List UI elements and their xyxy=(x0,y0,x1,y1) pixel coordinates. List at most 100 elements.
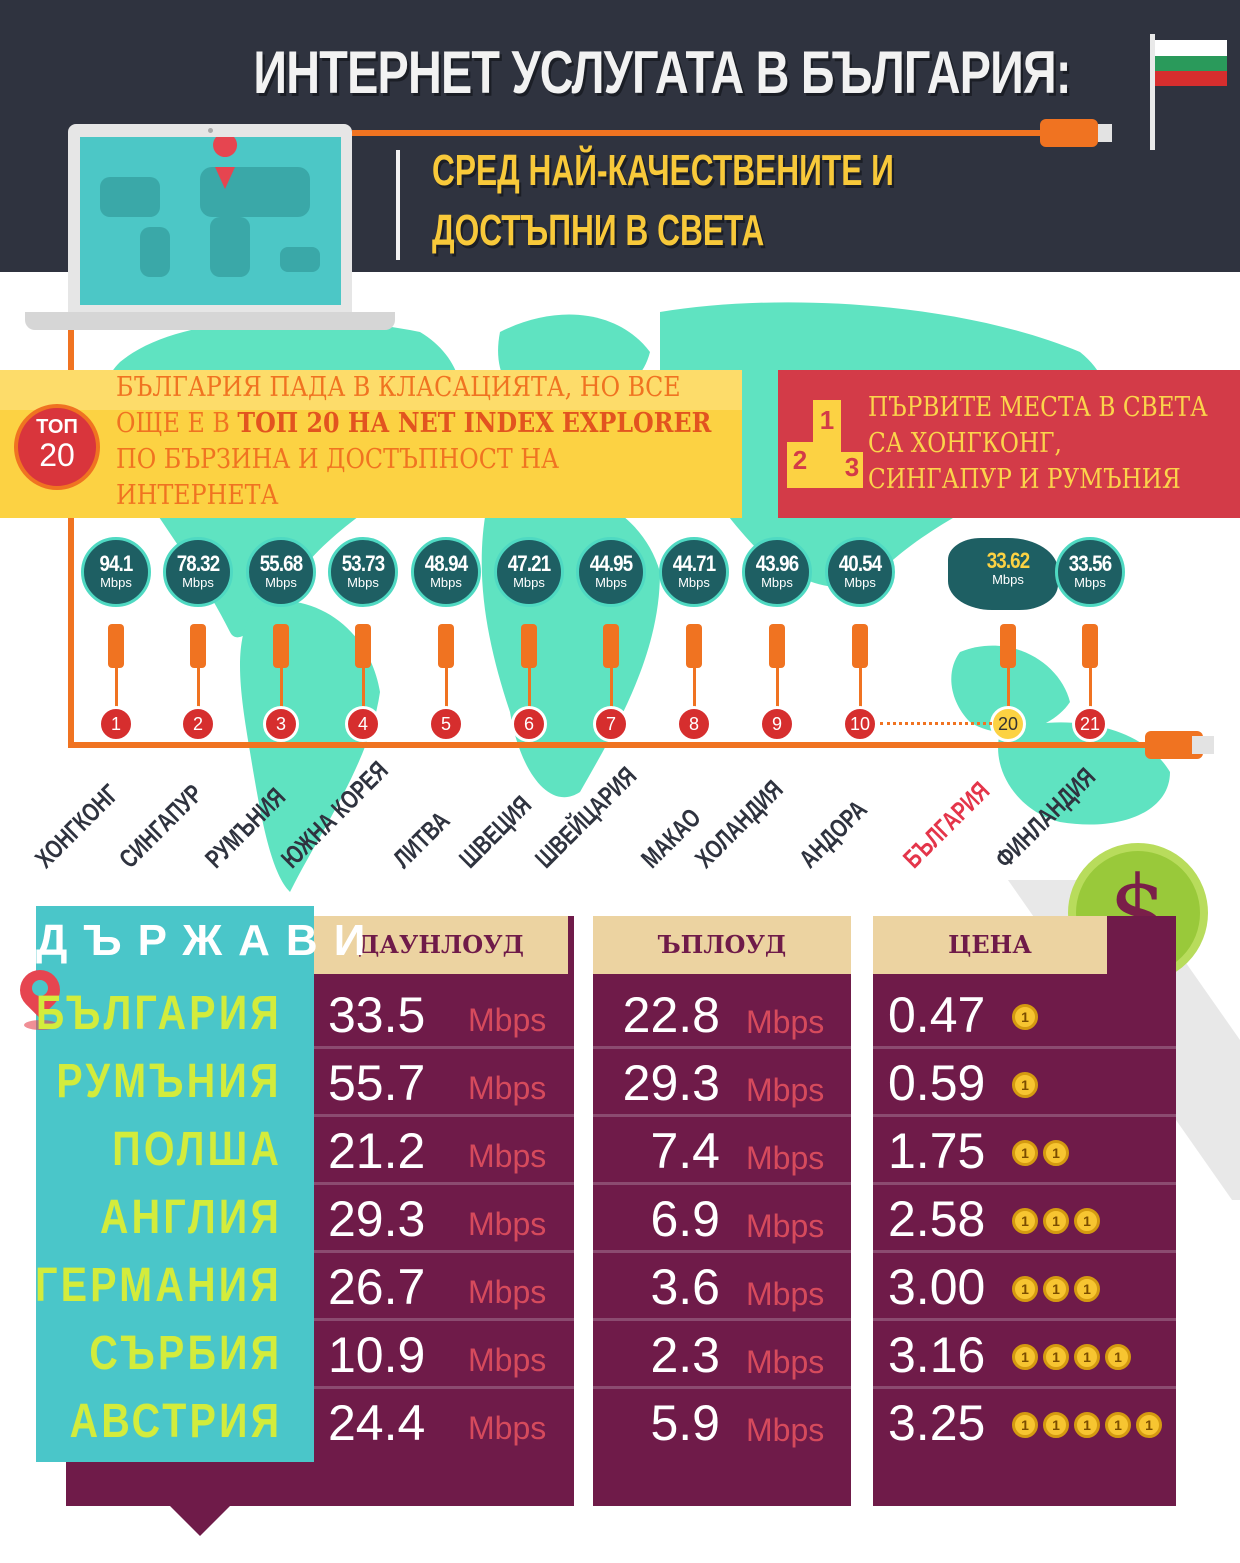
speed-value: 48.94 xyxy=(424,551,468,576)
top3-text-line-1: ПЪРВИТЕ МЕСТА В СВЕТА xyxy=(868,392,1208,423)
location-pin-hole xyxy=(32,980,48,996)
cable-connector-icon xyxy=(603,624,619,668)
bulgaria-map-icon xyxy=(948,538,1058,610)
speed-value: 40.54 xyxy=(838,551,882,576)
top20-text-line-3: ПО БЪРЗИНА И ДОСТЪПНОСТ НА xyxy=(116,444,560,475)
upload-unit: Mbps xyxy=(746,1004,825,1040)
rank-number: 20 xyxy=(990,706,1026,742)
cable-wire xyxy=(693,668,696,708)
countries-header: ДЪРЖАВИ xyxy=(36,916,382,965)
ranking-gap-dots xyxy=(880,722,992,725)
subtitle-divider xyxy=(396,150,400,260)
speed-value: 47.21 xyxy=(507,551,551,576)
table-row-divider xyxy=(873,1318,1176,1321)
table-row-divider xyxy=(593,1318,851,1321)
table-country-name: ПОЛША xyxy=(112,1123,282,1176)
cable-connector-icon xyxy=(355,624,371,668)
subtitle-line-1: СРЕД НАЙ-КАЧЕСТВЕНИТЕ И xyxy=(432,146,894,195)
cable-connector-icon xyxy=(521,624,537,668)
speed-value: 78.32 xyxy=(176,551,220,576)
table-row-divider xyxy=(314,1182,574,1185)
coin-icon: 1 xyxy=(1105,1412,1131,1438)
speed-bubble: 53.73 Mbps xyxy=(328,537,398,607)
map-pin-icon xyxy=(100,133,320,277)
table-row-divider xyxy=(593,1250,851,1253)
table-country-name: ГЕРМАНИЯ xyxy=(35,1259,282,1312)
rank-number: 10 xyxy=(842,706,878,742)
cable-connector-icon xyxy=(190,624,206,668)
podium-second: 2 xyxy=(787,442,813,488)
upload-unit: Mbps xyxy=(746,1412,825,1448)
rank-number: 1 xyxy=(98,706,134,742)
download-value: 55.7 xyxy=(328,1055,426,1111)
download-value: 26.7 xyxy=(328,1259,426,1315)
cable-wire xyxy=(362,668,365,708)
cable-wire xyxy=(280,668,283,708)
upload-value: 29.3 xyxy=(622,1055,720,1111)
download-value: 29.3 xyxy=(328,1191,426,1247)
speed-bubble: 33.62 Mbps xyxy=(973,537,1043,607)
speed-bubble: 43.96 Mbps xyxy=(742,537,812,607)
upload-value: 2.3 xyxy=(650,1327,720,1383)
table-row-divider xyxy=(873,1046,1176,1049)
speed-value: 94.1 xyxy=(99,551,133,576)
cable-connector-icon xyxy=(686,624,702,668)
download-unit: Mbps xyxy=(468,1342,547,1378)
coin-icon: 1 xyxy=(1043,1276,1069,1302)
upload-value: 7.4 xyxy=(650,1123,720,1179)
speed-value: 44.71 xyxy=(672,551,716,576)
speed-bubble: 78.32 Mbps xyxy=(163,537,233,607)
table-row-divider xyxy=(314,1318,574,1321)
top20-text-line-2: ОЩЕ Е В ТОП 20 НА NET INDEX EXPLORER xyxy=(116,406,711,442)
coin-icon: 1 xyxy=(1012,1344,1038,1370)
cable-connector-icon xyxy=(852,624,868,668)
cable-wire xyxy=(115,668,118,708)
speed-value: 55.68 xyxy=(259,551,303,576)
top20-badge-number: 20 xyxy=(39,437,75,473)
speed-unit: Mbps xyxy=(678,575,710,590)
cable-wire xyxy=(776,668,779,708)
cable-plug-tip xyxy=(1098,124,1112,142)
download-value: 10.9 xyxy=(328,1327,426,1383)
cable-wire xyxy=(1089,668,1092,708)
table-row-divider xyxy=(314,1250,574,1253)
cable-top xyxy=(352,130,1042,136)
top20-info-box-highlight xyxy=(0,370,742,410)
rank-number: 7 xyxy=(593,706,629,742)
rank-number: 6 xyxy=(511,706,547,742)
speed-bubble: 33.56 Mbps xyxy=(1055,537,1125,607)
speed-bubble: 44.95 Mbps xyxy=(576,537,646,607)
upload-column xyxy=(593,916,851,1506)
speed-unit: Mbps xyxy=(347,575,379,590)
table-row-divider xyxy=(873,1114,1176,1117)
rank-number: 3 xyxy=(263,706,299,742)
upload-value: 3.6 xyxy=(650,1259,720,1315)
speed-bubble: 48.94 Mbps xyxy=(411,537,481,607)
download-unit: Mbps xyxy=(468,1002,547,1038)
table-row-divider xyxy=(314,1386,574,1389)
table-row-divider xyxy=(593,1046,851,1049)
table-country-name: АНГЛИЯ xyxy=(99,1191,282,1244)
speed-bubble: 94.1 Mbps xyxy=(81,537,151,607)
download-value: 24.4 xyxy=(328,1395,426,1451)
coin-icon: 1 xyxy=(1074,1276,1100,1302)
cable-wire xyxy=(197,668,200,708)
download-value: 33.5 xyxy=(328,987,426,1043)
table-row-divider xyxy=(314,1114,574,1117)
table-row-divider xyxy=(593,1182,851,1185)
table-row-divider xyxy=(873,1182,1176,1185)
price-value: 2.58 xyxy=(888,1191,986,1247)
coin-icon: 1 xyxy=(1105,1344,1131,1370)
table-country-name: БЪЛГАРИЯ xyxy=(36,987,282,1040)
upload-unit: Mbps xyxy=(746,1072,825,1108)
price-header: ЦЕНА xyxy=(873,916,1107,974)
speed-unit: Mbps xyxy=(1074,575,1106,590)
speed-value: 43.96 xyxy=(755,551,799,576)
cable-wire xyxy=(610,668,613,708)
speed-bubble: 40.54 Mbps xyxy=(825,537,895,607)
upload-unit: Mbps xyxy=(746,1344,825,1380)
speed-unit: Mbps xyxy=(513,575,545,590)
speed-unit: Mbps xyxy=(992,572,1024,587)
cable-plug-tip xyxy=(1192,736,1214,754)
download-unit: Mbps xyxy=(468,1410,547,1446)
